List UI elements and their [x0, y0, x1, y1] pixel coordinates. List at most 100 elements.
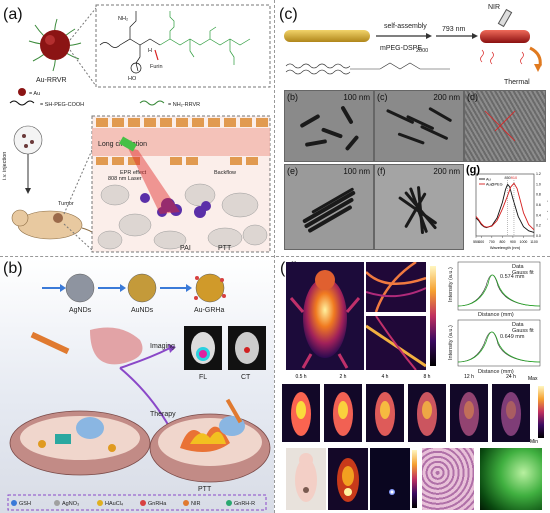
- time-series-row: 0.5 h 2 h 4 h 8 h 12 h 24 h: [282, 374, 540, 442]
- x-tick-label: 900: [510, 240, 516, 244]
- fit-legend-gauss-2: Gauss fit: [512, 328, 534, 334]
- peg-legend-icon: [9, 100, 35, 106]
- x-tick-label: 550: [473, 240, 479, 244]
- x-tick-label: 700: [489, 240, 495, 244]
- peptide-structure: [99, 11, 161, 74]
- rrvr-legend-icon: [139, 100, 165, 106]
- ptt-label-a: PTT: [218, 245, 232, 252]
- tumor-cells: [97, 183, 268, 250]
- fit-label-2: 0.649 mm: [500, 334, 525, 340]
- absorption-chart: 550 600 700 800 900 1000 1100 0.0 0.2 0.4 0.6 0.8 1.…: [473, 172, 550, 250]
- time-point-image: [492, 384, 530, 442]
- y-tick-label: 0.2: [536, 224, 541, 228]
- y-tick-label: 0.6: [536, 203, 541, 207]
- y-tick-label: 0.4: [536, 213, 541, 217]
- ct-label: CT: [241, 374, 251, 381]
- zoom-vessel-image-2: [366, 316, 426, 370]
- cancer-cell-left: [9, 410, 151, 476]
- au-nanoparticle: [28, 18, 82, 72]
- legend-icon-0: [11, 500, 17, 506]
- tem-d-label: (d): [467, 92, 478, 102]
- peak-label: 850: [504, 176, 510, 180]
- therapy-label: Therapy: [150, 411, 176, 418]
- panel-c-scheme: self-assembly mPEG-DSPE 2000 793 nm NIR …: [284, 4, 542, 86]
- x-axis-label: Wavelength (nm): [490, 245, 521, 250]
- au-legend-dot: [18, 88, 26, 96]
- tem-image-b: (b) 100 nm: [284, 90, 374, 162]
- legend-peg: = SH-PEG-COOH: [40, 102, 84, 108]
- x-tick-label: 800: [499, 240, 505, 244]
- y-tick-label: 1.0: [536, 182, 541, 186]
- panel-c-label: (c): [279, 6, 298, 23]
- time-point-image: [366, 384, 404, 442]
- tumor-mouse: [11, 125, 101, 243]
- colorbar-2: [538, 386, 544, 438]
- fit-xlabel-2: Distance (mm): [478, 369, 514, 374]
- nir-label: NIR: [488, 4, 500, 11]
- panel-a: (a) Au-RRVR = Au = SH-PEG-COOH = NH₂-RRV…: [0, 0, 274, 256]
- colorbar-max: Max: [528, 376, 538, 382]
- time-point-label: 0.5 h: [295, 374, 307, 380]
- fit-label-1: 0.574 mm: [500, 274, 525, 280]
- time-point-label: 8 h: [423, 374, 431, 380]
- tem-b-label: (b): [287, 92, 298, 102]
- injection-label: i.v. injection: [2, 152, 8, 180]
- chart-g-label: (g): [466, 164, 481, 176]
- tem-b-scale: 100 nm: [343, 93, 370, 102]
- panel-c: (c) self-assembly mPEG-DSPE 2000 793 nm …: [276, 0, 550, 256]
- colorbar-3: [412, 450, 417, 508]
- legend-text-1: AgNO₃: [62, 501, 79, 507]
- heated-nanorod: [480, 30, 530, 43]
- panel-b-label: (b): [3, 260, 23, 277]
- time-point-label: 12 h: [464, 374, 474, 380]
- zoom-vessel-image-1: [366, 262, 426, 312]
- synthesis-row: [42, 273, 226, 303]
- y-tick-label: 0.0: [536, 234, 541, 238]
- furin-label: Furin: [150, 64, 163, 70]
- legend-text-2: HAuCl₄: [105, 501, 124, 507]
- aunds-label: AuNDs: [131, 307, 154, 314]
- nir-laser-icon: [497, 8, 513, 28]
- imaging-label: Imaging: [150, 343, 175, 350]
- legend-text-0: GSH: [19, 501, 31, 507]
- panel-a-label: (a): [3, 6, 23, 23]
- time-point-image: [282, 384, 320, 442]
- panel-b-legend: GSH AgNO₃ HAuCl₄ GnRHa NIR GnRH-R: [11, 500, 255, 507]
- legend-text-4: NIR: [191, 501, 201, 507]
- gold-nanorod: [284, 30, 370, 42]
- fit-legend-gauss-1: Gauss fit: [512, 270, 534, 276]
- tem-image-f: (f) 200 nm: [374, 164, 464, 250]
- tem-c-scale: 200 nm: [433, 93, 460, 102]
- tem-image-c: (c) 200 nm: [374, 90, 464, 162]
- y-tick-label: 1.2: [536, 172, 541, 176]
- panel-b: (b) AgNDs AuNDs Au-GRHa Imaging Therapy: [0, 258, 274, 513]
- laser-label: 808 nm Laser: [108, 176, 142, 182]
- tem-f-label: (f): [377, 166, 386, 176]
- au-rrvr-label: Au-RRVR: [36, 77, 67, 84]
- green-signal-image: [480, 448, 542, 510]
- peak-label: 910: [511, 176, 517, 180]
- legend-label-0: Au: [486, 178, 491, 182]
- mpeg-label: mPEG-DSPE: [380, 45, 422, 52]
- fit-xlabel-1: Distance (mm): [478, 312, 514, 318]
- tem-e-scale: 100 nm: [343, 167, 370, 176]
- laser-device: [119, 136, 137, 152]
- augrha-label: Au-GRHa: [194, 307, 224, 314]
- whole-body-nir-image: [286, 262, 364, 370]
- time-point-image: [324, 384, 362, 442]
- divider-horizontal: [0, 256, 550, 257]
- fl-label: FL: [199, 374, 207, 381]
- ho-text: HO: [128, 76, 137, 82]
- x-tick-label: 1100: [530, 240, 538, 244]
- h-text: H: [148, 48, 152, 54]
- fit-ylabel-2: Intensity (a.u.): [448, 325, 454, 360]
- molecule-box: [95, 4, 271, 88]
- x-tick-label: 600: [478, 240, 484, 244]
- time-point-image: [408, 384, 446, 442]
- fit-legend-data-2: Data: [512, 322, 525, 328]
- time-point-label: 24 h: [506, 374, 516, 380]
- mouse-photo: [286, 448, 326, 510]
- colorbar-1: [430, 266, 436, 366]
- y-axis-label: Absorption (a.u.): [547, 190, 548, 220]
- pai-label: PAI: [180, 245, 191, 252]
